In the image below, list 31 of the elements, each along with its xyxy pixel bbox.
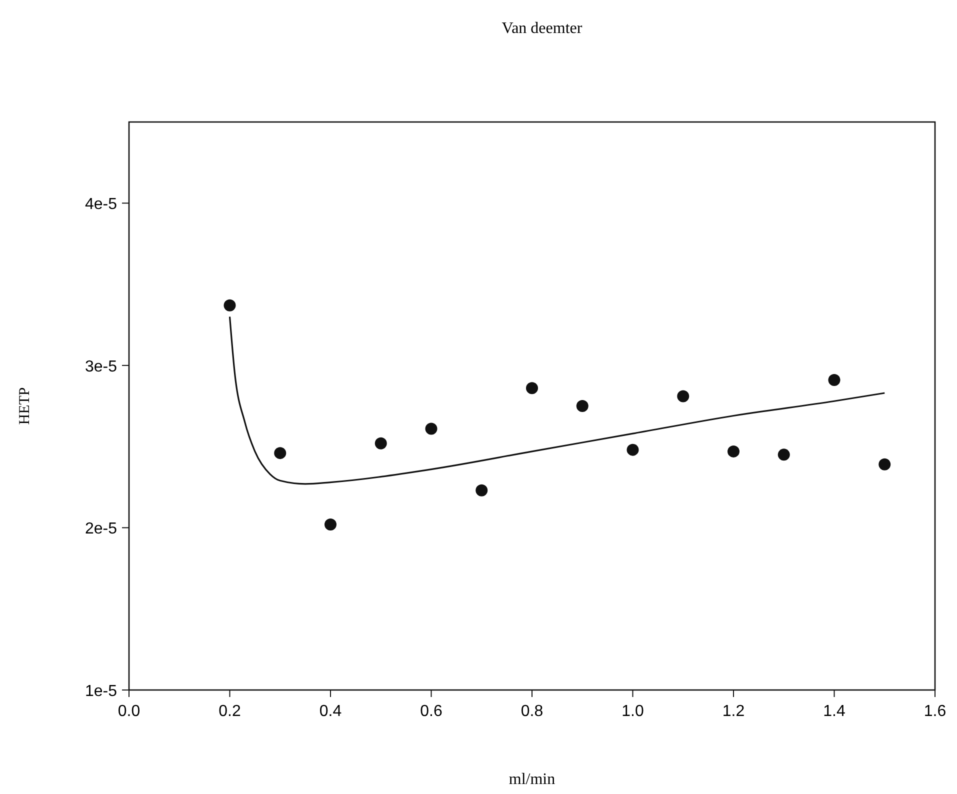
point	[476, 484, 488, 496]
chart-title: Van deemter	[502, 20, 583, 37]
point	[274, 447, 286, 460]
point	[878, 458, 891, 470]
x-axis-title: ml/min	[508, 771, 556, 788]
point	[324, 518, 336, 530]
y-tick-label: 2e-5	[84, 520, 118, 538]
point	[526, 382, 538, 394]
point	[425, 422, 438, 435]
y-tick-label: 1e-5	[84, 683, 118, 700]
line-series	[228, 316, 886, 485]
x-tick-label: 1.0	[622, 703, 644, 720]
point	[728, 445, 740, 458]
point	[677, 390, 690, 402]
y-axis-title: HETP	[17, 387, 33, 425]
x-tick-label: 0.0	[118, 703, 140, 720]
x-tick-label: 0.8	[520, 703, 544, 720]
x-tick-label: 0.4	[319, 703, 342, 720]
x-tick-label: 1.2	[722, 703, 745, 720]
point	[778, 448, 790, 461]
x-tick-label: 0.6	[420, 703, 442, 720]
y-tick-label: 3e-5	[84, 358, 118, 376]
point	[374, 437, 387, 450]
point	[626, 444, 639, 456]
x-tick-label: 1.4	[823, 703, 846, 720]
x-tick-label: 0.2	[218, 703, 241, 720]
point	[828, 374, 840, 386]
x-tick-label: 1.6	[924, 703, 946, 720]
point	[224, 299, 236, 312]
y-tick-label: 4e-5	[84, 196, 118, 214]
point	[576, 400, 588, 412]
